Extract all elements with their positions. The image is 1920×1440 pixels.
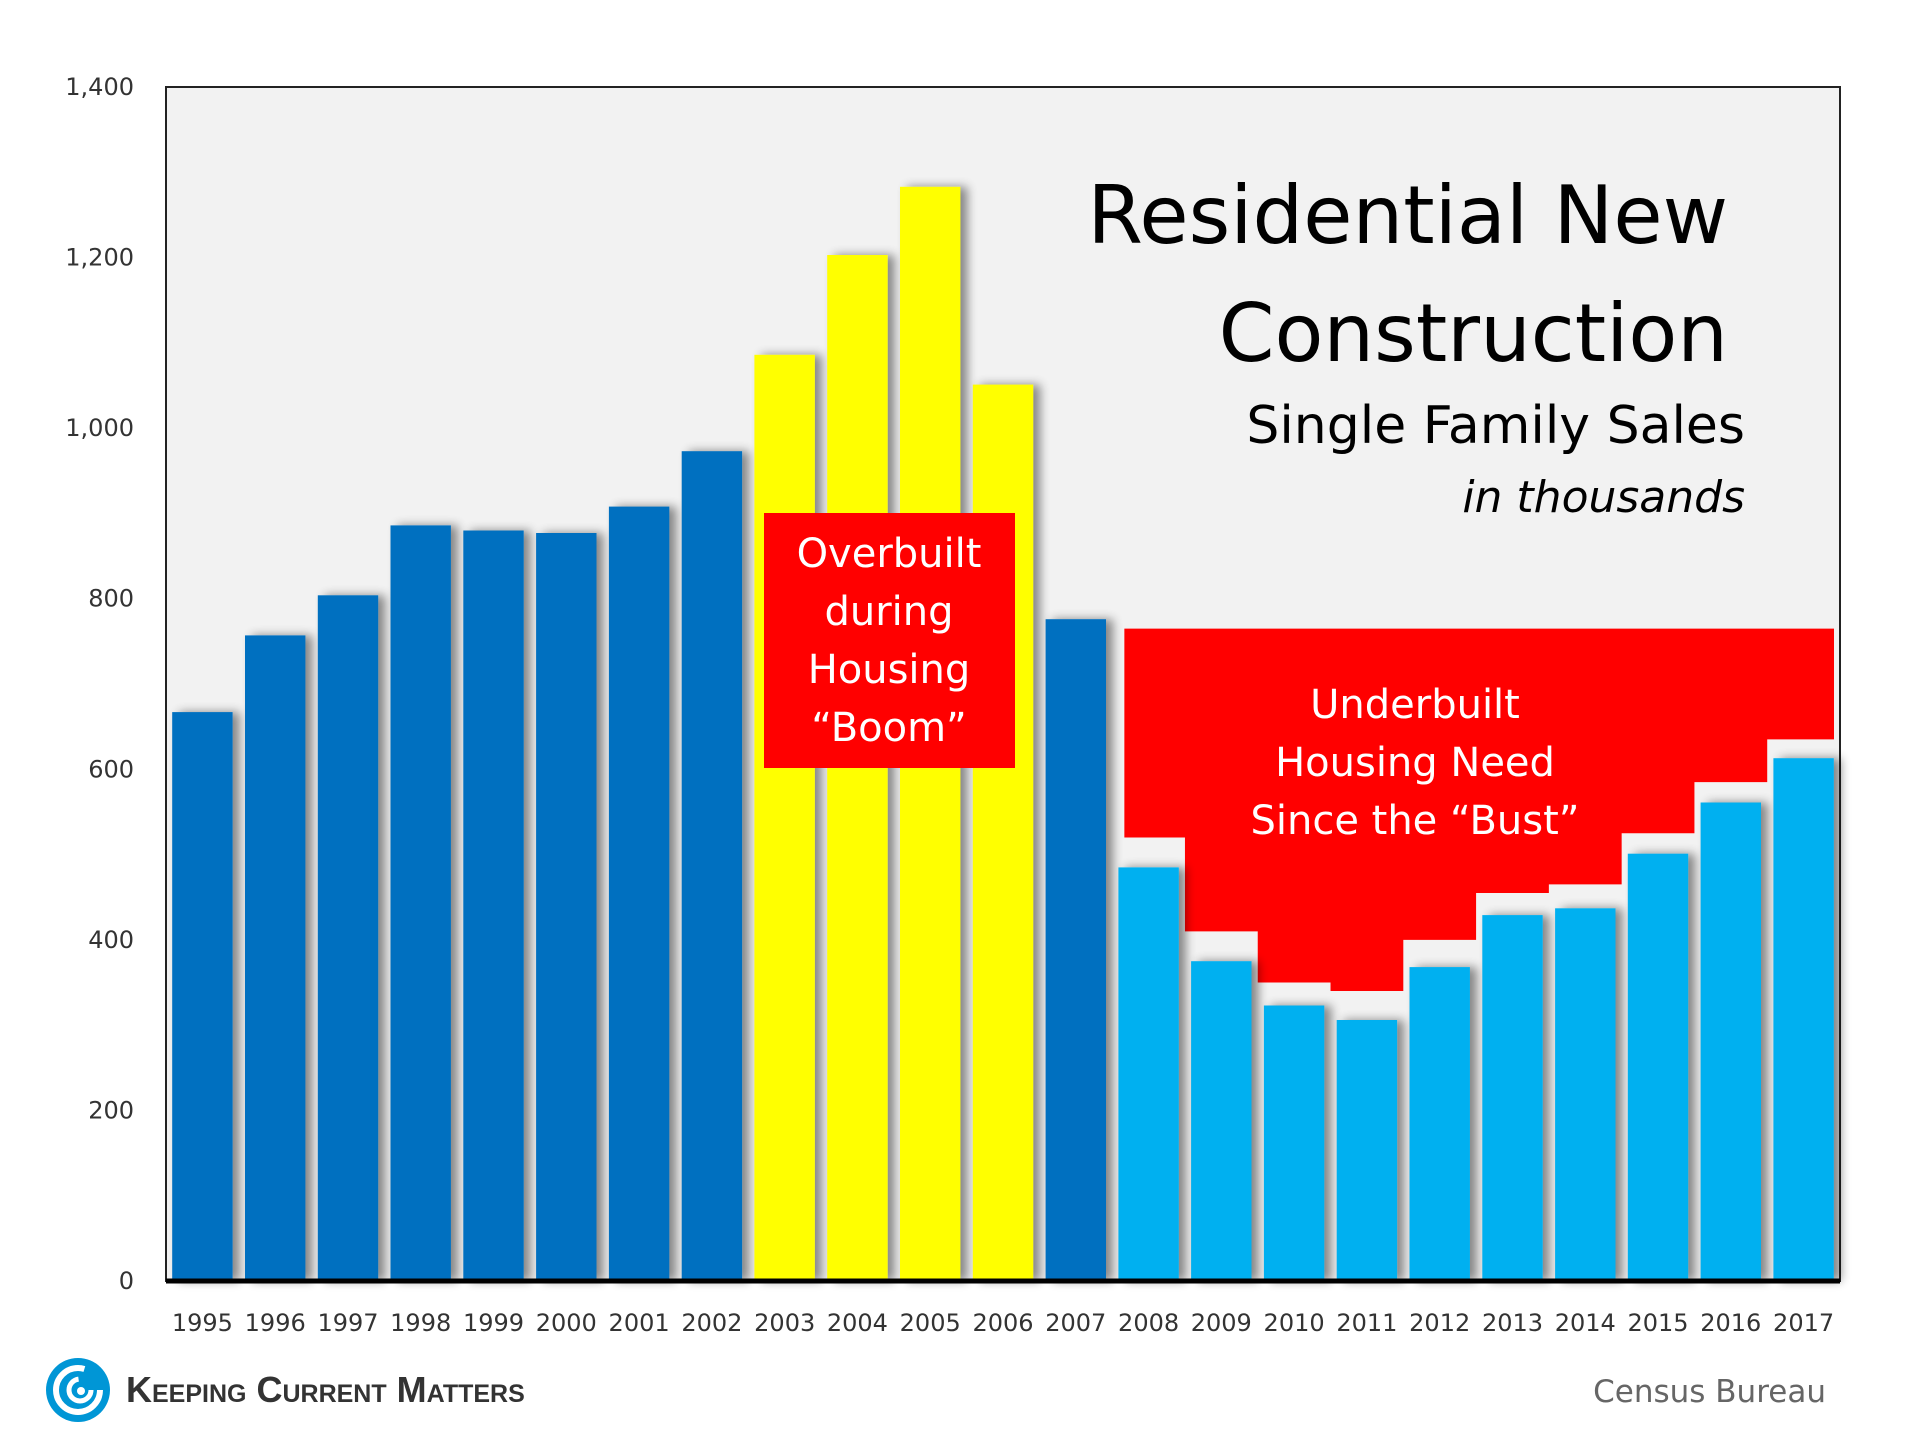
chart-title-line2: Construction — [1219, 287, 1728, 380]
y-axis-ticks: 0 200 400 600 800 1,000 1,200 1,400 — [65, 73, 134, 1295]
underbuilt-line: Housing Need — [1275, 740, 1555, 786]
x-tick-label: 2017 — [1773, 1309, 1834, 1337]
overbuilt-box — [764, 513, 1015, 768]
bar-1997 — [317, 595, 379, 1281]
bar-2009 — [1191, 961, 1252, 1281]
bar-2002 — [681, 451, 743, 1281]
overbuilt-annotation: Overbuilt during Housing “Boom” — [797, 531, 982, 751]
swirl-logo-icon — [46, 1358, 110, 1422]
underbuilt-annotation: Underbuilt Housing Need Since the “Bust” — [1250, 682, 1579, 844]
x-tick-label: 2010 — [1264, 1309, 1325, 1337]
x-tick-label: 2004 — [827, 1309, 888, 1337]
bar-2007 — [1045, 619, 1106, 1281]
x-tick-label: 2009 — [1191, 1309, 1252, 1337]
y-tick-label: 400 — [88, 926, 134, 954]
overbuilt-line: Overbuilt — [797, 531, 982, 577]
underbuilt-region — [1124, 628, 1834, 992]
bar-2013 — [1482, 915, 1543, 1281]
y-tick-label: 1,400 — [65, 73, 134, 101]
x-tick-label: 2001 — [609, 1309, 670, 1337]
underbuilt-line: Underbuilt — [1310, 682, 1520, 728]
bar-2008 — [1118, 867, 1179, 1281]
y-tick-label: 1,000 — [65, 414, 134, 442]
y-tick-label: 600 — [88, 755, 134, 783]
x-tick-label: 1999 — [463, 1309, 524, 1337]
bar-2001 — [608, 506, 670, 1282]
bar-2015 — [1627, 853, 1689, 1281]
y-tick-label: 200 — [88, 1096, 134, 1124]
y-tick-label: 1,200 — [65, 244, 134, 272]
x-tick-label: 2011 — [1336, 1309, 1397, 1337]
y-tick-label: 0 — [119, 1267, 134, 1295]
bar-2010 — [1263, 1005, 1325, 1281]
bar-2014 — [1555, 908, 1616, 1281]
y-tick-label: 800 — [88, 585, 134, 613]
bar-1999 — [463, 530, 524, 1281]
brand-logo: Keeping Current Matters — [44, 1354, 525, 1426]
x-tick-label: 1995 — [172, 1309, 233, 1337]
bar-2017 — [1773, 758, 1834, 1281]
bar-2012 — [1409, 967, 1470, 1281]
data-source: Census Bureau — [1593, 1374, 1826, 1410]
bar-2016 — [1700, 802, 1761, 1281]
x-tick-label: 2000 — [536, 1309, 597, 1337]
x-tick-label: 2007 — [1045, 1309, 1106, 1337]
chart-title: Residential New — [1087, 169, 1728, 262]
x-tick-label: 1997 — [317, 1309, 378, 1337]
x-tick-label: 2003 — [754, 1309, 815, 1337]
x-axis-ticks: 1995 1996 1997 1998 1999 2000 2001 2002 2003 2004… — [172, 1309, 1834, 1337]
bar-2011 — [1336, 1020, 1398, 1281]
bar-2000 — [536, 533, 597, 1281]
x-tick-label: 2016 — [1700, 1309, 1761, 1337]
bar-2003 — [754, 354, 815, 1281]
x-tick-label: 2013 — [1482, 1309, 1543, 1337]
bar-1996 — [245, 635, 306, 1281]
underbuilt-area — [1124, 628, 1834, 992]
underbuilt-line: Since the “Bust” — [1250, 798, 1579, 844]
x-tick-label: 2008 — [1118, 1309, 1179, 1337]
bar-1995 — [172, 712, 233, 1281]
chart-subtitle: Single Family Sales — [1246, 396, 1745, 456]
x-tick-label: 1996 — [245, 1309, 306, 1337]
x-tick-label: 2015 — [1627, 1309, 1688, 1337]
x-tick-label: 2006 — [972, 1309, 1033, 1337]
x-tick-label: 2005 — [900, 1309, 961, 1337]
bar-1998 — [390, 525, 451, 1281]
x-tick-label: 2014 — [1555, 1309, 1616, 1337]
x-tick-label: 1998 — [390, 1309, 451, 1337]
x-tick-label: 2012 — [1409, 1309, 1470, 1337]
units-note: in thousands — [1462, 472, 1745, 523]
overbuilt-line: during — [824, 589, 953, 635]
overbuilt-line: “Boom” — [811, 705, 967, 751]
overbuilt-line: Housing — [808, 647, 971, 693]
x-tick-label: 2002 — [681, 1309, 742, 1337]
brand-name: Keeping Current Matters — [126, 1369, 525, 1410]
